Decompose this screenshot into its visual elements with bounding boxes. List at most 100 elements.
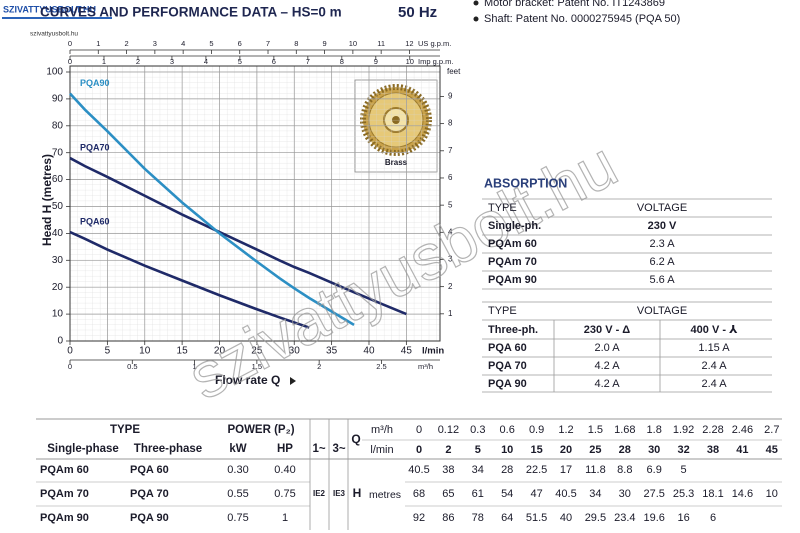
us_gpm-tick-label: 8 <box>294 39 298 48</box>
table-header: 1~ <box>312 443 325 455</box>
y2-tick-label: 2 <box>448 282 453 291</box>
table-cell: 0.9 <box>529 424 544 436</box>
table-cell: 10 <box>766 488 778 500</box>
table-cell: 2.7 <box>764 424 779 436</box>
table-header: H <box>353 486 362 500</box>
us_gpm-tick-label: 9 <box>323 39 327 48</box>
table-cell: PQAm 60 <box>488 238 537 250</box>
curve-label: PQA70 <box>80 142 110 152</box>
imp_gpm-tick-label: 6 <box>272 57 276 66</box>
table-cell: 6.2 A <box>649 256 675 268</box>
imp_gpm-tick-label: 8 <box>340 57 344 66</box>
table-cell: 400 V - ⅄ <box>691 324 739 336</box>
table-cell: 5 <box>681 464 687 476</box>
x-unit: l/min <box>422 346 444 357</box>
table-cell: PQA 70 <box>130 488 169 500</box>
table-cell: 2.46 <box>732 424 753 436</box>
table-cell: 0 <box>416 444 422 456</box>
absorption-title: ABSORPTION <box>484 176 567 190</box>
y-tick-label: 80 <box>52 120 64 131</box>
y-tick-label: 50 <box>52 201 64 212</box>
table-header: metres <box>369 489 401 501</box>
table-header: Single-phase <box>47 443 119 455</box>
table-cell: 65 <box>442 488 454 500</box>
table-cell: PQA 90 <box>130 512 169 524</box>
table-header: l/min <box>370 444 393 456</box>
x-tick-label: 15 <box>177 346 189 357</box>
logo-url: szivattyusbolt.hu <box>30 31 78 38</box>
table-cell: 28 <box>619 444 631 456</box>
us_gpm-tick-label: 5 <box>209 39 213 48</box>
us_gpm-tick-label: 1 <box>96 39 100 48</box>
table-cell: 40 <box>560 512 572 524</box>
y-tick-label: 10 <box>52 309 64 320</box>
table-header: VOLTAGE <box>637 202 687 214</box>
table-cell: 1.92 <box>673 424 694 436</box>
table-cell: 0.55 <box>227 488 248 500</box>
x-tick-label: 10 <box>139 346 151 357</box>
table-header: 3~ <box>332 443 345 455</box>
table-cell: 0.3 <box>470 424 485 436</box>
table-cell: 1.5 <box>588 424 603 436</box>
y2-axis-label: feet <box>447 67 461 76</box>
curve <box>69 230 310 329</box>
table-cell: 92 <box>413 512 425 524</box>
y-tick-label: 90 <box>52 94 64 105</box>
table-header: TYPE <box>488 202 517 214</box>
us_gpm-tick-label: 0 <box>68 39 72 48</box>
table-cell: IE3 <box>333 489 346 498</box>
x-tick-label: 30 <box>289 346 301 357</box>
table-cell: Three-ph. <box>488 324 538 336</box>
m3h-tick-label: 2 <box>317 362 321 371</box>
imp_gpm-tick-label: 9 <box>374 57 378 66</box>
m3h-tick-label: 2.5 <box>376 362 386 371</box>
table-cell: 40.5 <box>408 464 429 476</box>
table-cell: 1.2 <box>558 424 573 436</box>
table-cell: 20 <box>560 444 572 456</box>
x-tick-label: 40 <box>363 346 375 357</box>
logo-bg <box>0 0 120 20</box>
us_gpm-tick-label: 3 <box>153 39 157 48</box>
table-cell: IE2 <box>313 489 326 498</box>
table-cell: 22.5 <box>526 464 547 476</box>
y2-tick-label: 7 <box>448 146 453 155</box>
table-cell: 25 <box>589 444 601 456</box>
imp_gpm-tick-label: 2 <box>136 57 140 66</box>
table-cell: 19.6 <box>643 512 664 524</box>
us_gpm-tick-label: 12 <box>405 39 413 48</box>
y-tick-label: 70 <box>52 147 64 158</box>
table-cell: 14.6 <box>732 488 753 500</box>
table-cell: 5 <box>475 444 481 456</box>
table-cell: 61 <box>472 488 484 500</box>
table-cell: PQAm 90 <box>40 512 89 524</box>
table-cell: 54 <box>501 488 513 500</box>
table-cell: 38 <box>442 464 454 476</box>
table-cell: 0.40 <box>274 464 295 476</box>
table-cell: 0.6 <box>500 424 515 436</box>
table-cell: PQA 90 <box>488 378 527 390</box>
table-cell: 10 <box>501 444 513 456</box>
imp_gpm-tick-label: 10 <box>406 57 414 66</box>
us_gpm-tick-label: 4 <box>181 39 185 48</box>
table-cell: 25.3 <box>673 488 694 500</box>
table-cell: 17 <box>560 464 572 476</box>
table-cell: 4.2 A <box>594 360 620 372</box>
m3h-tick-label: 0 <box>68 362 72 371</box>
table-cell: 2.4 A <box>701 360 727 372</box>
table-cell: 16 <box>677 512 689 524</box>
y-tick-label: 40 <box>52 228 64 239</box>
y2-tick-label: 8 <box>448 119 453 128</box>
curve <box>69 156 407 316</box>
table-cell: 40.5 <box>555 488 576 500</box>
table-cell: 1.15 A <box>698 342 730 354</box>
note: Shaft: Patent No. 0000275945 (PQA 50) <box>484 13 680 25</box>
imp_gpm-tick-label: 0 <box>68 57 72 66</box>
logo-brand: SZIVATTYUSBOLT.HU <box>3 4 96 14</box>
y2-tick-label: 1 <box>448 309 453 318</box>
y2-tick-label: 4 <box>448 227 453 236</box>
y-tick-label: 0 <box>57 336 63 347</box>
y-tick-label: 60 <box>52 174 64 185</box>
table-cell: 1 <box>282 512 288 524</box>
table-header: kW <box>229 443 246 455</box>
